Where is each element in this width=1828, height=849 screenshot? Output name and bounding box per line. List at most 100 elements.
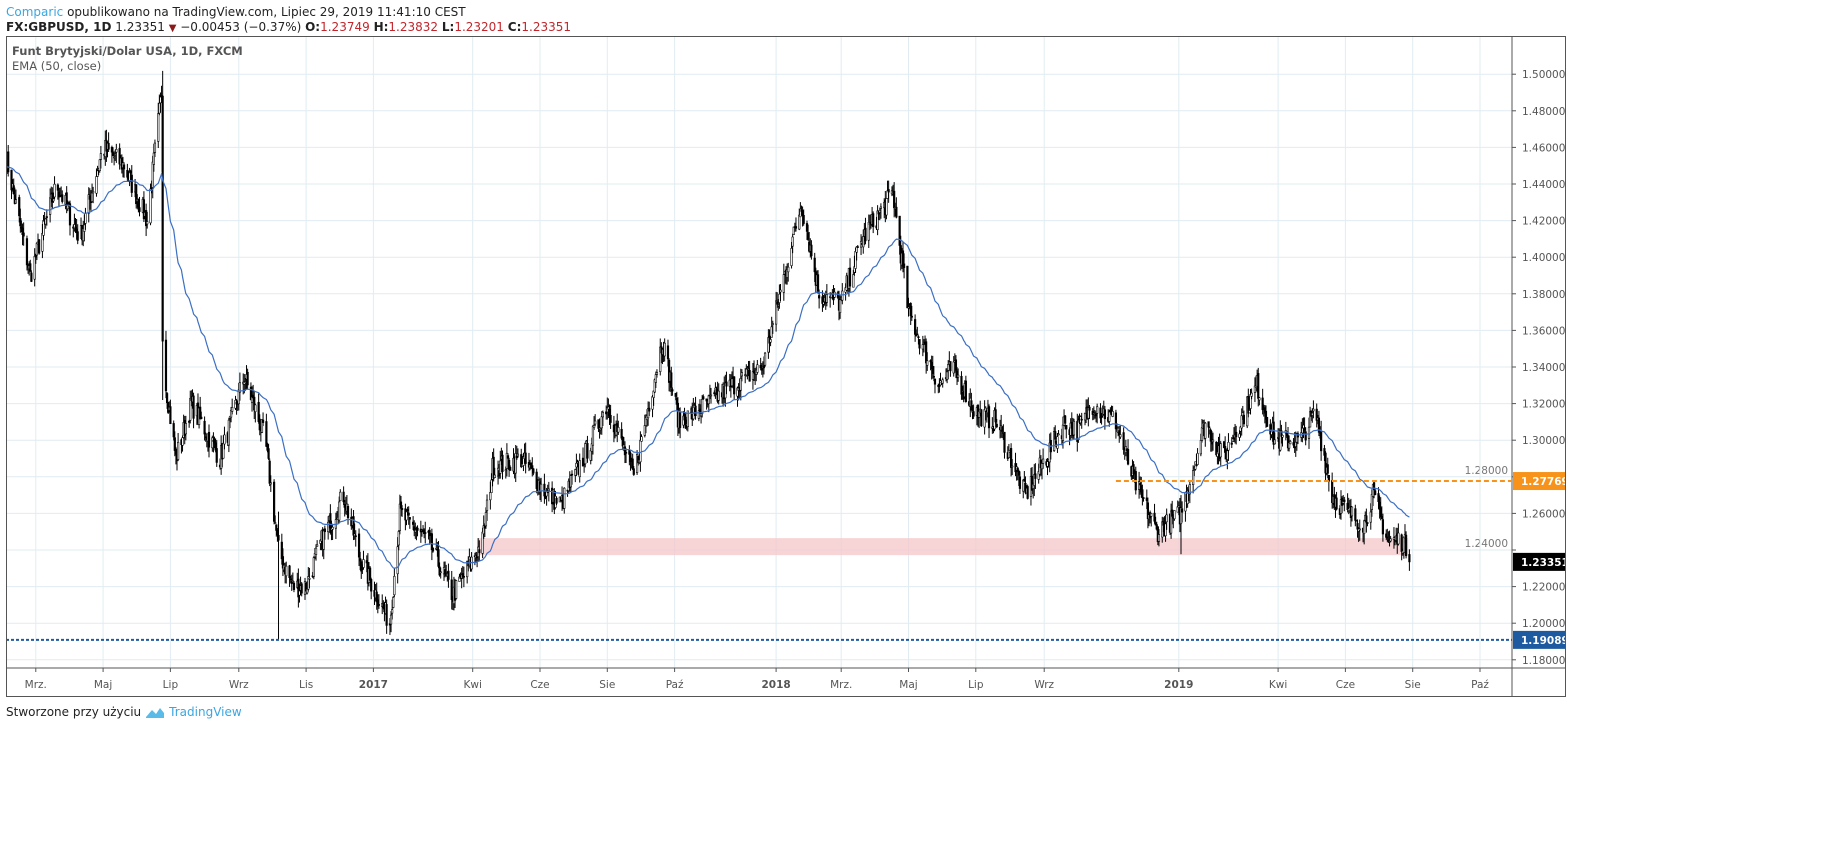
candle-body [177,441,180,460]
candle-body [431,547,435,552]
x-tick-label: Maj [899,679,917,691]
candle-body [1350,506,1354,517]
candle-body [543,483,546,497]
candle-body [184,423,187,435]
candle-body [1018,476,1022,489]
candle-body [18,197,21,217]
tradingview-logo-icon [146,708,165,718]
candle-body [1141,489,1144,499]
candle-body [1171,509,1174,517]
candle-body [393,576,396,596]
candle-body [954,359,958,371]
candle-body [1061,424,1065,441]
candle-body [258,418,261,431]
candle-body [1402,536,1405,553]
last-price-label-bg [1513,552,1566,571]
candle-body [654,374,657,383]
candle-body [1261,397,1264,411]
candle-body [524,452,527,464]
level-price-label: 1.27769 [1521,476,1569,488]
y-tick-label: 1.36000 [1522,325,1565,337]
candle-body [269,482,272,485]
tradingview-link[interactable]: TradingView [169,705,242,719]
candle-body [1034,473,1037,479]
candle-body [501,454,504,472]
candle-body [300,583,303,594]
candle-body [1365,515,1368,523]
candle-body [357,533,361,558]
candle-body [739,378,742,391]
candle-body [1056,436,1059,449]
candle-body [227,419,230,446]
candle-body [1343,499,1346,502]
candle-body [392,597,395,608]
candle-body [1400,534,1403,552]
x-tick-label: Sie [1405,679,1421,691]
legend-title: Funt Brytyjski/Dolar USA, 1D, FXCM [12,44,243,58]
candle-body [748,370,751,382]
candle-body [802,214,805,224]
candle-body [493,474,496,478]
candle-body [455,580,458,599]
candle-body [1312,408,1315,412]
candle-body [439,571,442,574]
candle-body [648,407,651,412]
candle-body [52,198,55,202]
y-tick-label: 1.42000 [1522,216,1565,228]
candle-body [1003,431,1006,453]
legend-indicator[interactable]: EMA (50, close) [12,59,102,73]
level-price-label-bg [1513,472,1566,491]
candle-body [29,263,32,272]
candle-body [707,395,710,405]
candle-body [1181,508,1184,513]
candle-body [926,360,929,366]
candle-body [1200,427,1204,441]
candle-body [895,206,898,218]
candle-body [377,604,381,606]
candle-body [1273,439,1276,445]
last-price: 1.23351 [115,20,165,34]
candle-body [267,448,270,459]
candle-body [215,448,218,463]
candle-body [342,491,345,503]
candle-body [666,345,670,360]
candle-body [308,578,311,580]
candle-body [725,381,728,387]
author-link[interactable]: Comparic [6,5,64,19]
candle-body [1173,510,1176,520]
candle-body [531,465,534,469]
candle-body [995,423,998,428]
candle-body [701,398,704,415]
candles [6,70,1411,640]
candle-body [489,492,492,501]
price-change: −0.00453 (−0.37%) [180,20,302,34]
candle-body [709,394,713,397]
candle-body [740,372,743,377]
down-triangle-icon: ▼ [168,23,177,34]
candle-body [640,436,643,442]
candle-body [1408,554,1411,563]
candle-body [586,443,589,459]
candle-body [172,423,175,438]
candle-body [1240,415,1243,429]
candle-body [898,215,901,246]
candle-body [762,365,766,369]
y-tick-label: 1.44000 [1522,179,1565,191]
level-price-label: 1.19089 [1521,635,1569,647]
candle-body [362,559,365,568]
candle-body [68,203,72,226]
candle-body [794,226,798,229]
publish-text: opublikowano na TradingView.com, Lipiec … [67,5,466,19]
candle-body [514,453,517,474]
candle-body [76,231,79,241]
candle-body [275,524,278,531]
candle-body [1157,534,1161,542]
y-tick-label: 1.32000 [1522,399,1565,411]
candle-body [203,420,206,435]
x-tick-label: 2018 [761,679,790,691]
candle-body [400,508,404,511]
y-tick-label: 1.46000 [1522,142,1565,154]
y-tick-label: 1.28000 [1465,465,1508,477]
candle-body [960,375,963,395]
